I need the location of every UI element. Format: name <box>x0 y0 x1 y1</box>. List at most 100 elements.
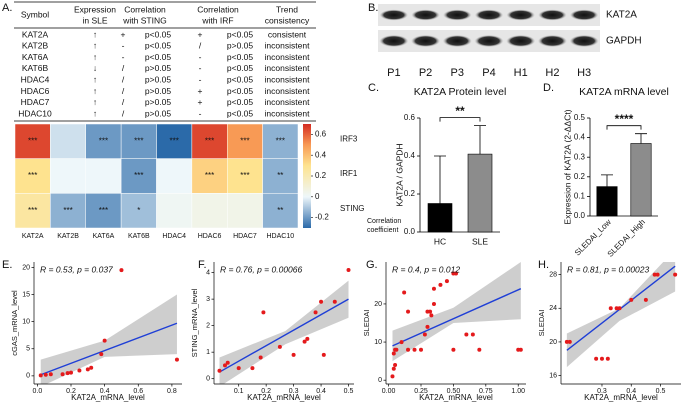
blot-band <box>410 35 441 47</box>
heatmap-cell <box>227 193 263 229</box>
cell-annotation: ** <box>277 171 283 180</box>
blot-band <box>506 9 535 21</box>
colorbar-tick-label: 0.4 <box>315 150 327 159</box>
x-tick-label: 0.5 <box>656 388 666 395</box>
heatmap-cell <box>120 158 157 194</box>
cell-annotation: *** <box>99 206 108 215</box>
point <box>608 306 613 311</box>
point <box>673 272 678 277</box>
y-tick-label: 0.4 <box>574 133 586 142</box>
x-tick-label: 0.2 <box>66 388 76 395</box>
table-cell: ↑ <box>93 86 97 96</box>
table-header: consistency <box>265 15 310 25</box>
column-label: KAT6B <box>128 233 150 240</box>
point <box>291 352 296 357</box>
point <box>393 362 398 367</box>
x-tick-label: 0.2 <box>261 388 271 395</box>
cell-annotation: *** <box>205 171 214 180</box>
point <box>89 365 94 370</box>
blot-band <box>569 35 599 47</box>
x-tick-label: 0.75 <box>479 388 493 395</box>
y-tick-label: 3 <box>206 296 210 303</box>
point <box>444 279 449 284</box>
panel-label: H. <box>538 259 549 271</box>
table-cell: p<0.05 <box>227 52 254 62</box>
fit-line <box>40 322 178 376</box>
table-cell: p<0.05 <box>227 86 254 96</box>
table-header: in SLE <box>82 15 107 25</box>
panel-label: B. <box>368 2 378 14</box>
heatmap-cell <box>14 193 51 229</box>
column-label: KAT2B <box>57 233 79 240</box>
heatmap-cell <box>120 123 157 159</box>
table-cell: / <box>199 41 202 51</box>
heatmap-cell <box>85 158 122 194</box>
table-cell: - <box>199 108 202 118</box>
table-cell: p<0.05 <box>227 108 254 118</box>
point <box>236 366 241 371</box>
annotation: R = 0.81, p = 0.00023 <box>567 264 650 274</box>
table-cell: KAT6B <box>22 63 49 73</box>
column-label: HDAC6 <box>198 233 222 240</box>
point <box>428 309 433 314</box>
panel-label: G. <box>366 259 378 271</box>
heatmap-cell <box>85 193 122 229</box>
table-cell: KAT2A <box>22 29 49 39</box>
y-tick-label: 2 <box>206 322 210 329</box>
bar <box>427 203 453 233</box>
table-cell: / <box>122 63 125 73</box>
heatmap-cell <box>50 158 86 194</box>
x-tick-label: 0.6 <box>133 388 143 395</box>
lane-label: P4 <box>482 67 495 79</box>
annotation: R = 0.53, p = 0.037 <box>40 264 113 274</box>
point <box>419 347 423 352</box>
significance-label: ** <box>455 104 465 118</box>
table-cell: HDAC7 <box>21 97 50 107</box>
y-tick-label: 0.3 <box>574 152 586 161</box>
y-axis-label: STING_mRNA_level <box>190 288 199 357</box>
y-axis-label: SLEDAI <box>362 310 371 337</box>
point <box>431 301 436 306</box>
table-cell: ↑ <box>93 108 97 118</box>
y-tick-label: 20 <box>549 339 557 346</box>
point <box>451 347 456 352</box>
table-cell: p<0.05 <box>227 97 254 107</box>
colorbar-tick-label: -0.2 <box>315 213 329 222</box>
heatmap-cell <box>14 123 51 159</box>
heatmap-cell <box>262 158 299 194</box>
heatmap-cell <box>50 123 86 159</box>
table-cell: / <box>122 108 125 118</box>
point <box>60 372 65 377</box>
lane-label: P3 <box>451 67 464 79</box>
cell-annotation: *** <box>240 136 249 145</box>
colorbar-tick-label: 0 <box>315 192 320 201</box>
table-cell: inconsistent <box>265 108 311 118</box>
blot-band <box>538 9 567 21</box>
table-cell: p>0.05 <box>227 41 254 51</box>
confidence-band <box>219 280 349 384</box>
x-tick-label: 0.00 <box>382 388 396 395</box>
table-cell: inconsistent <box>265 74 311 84</box>
error-bar <box>635 133 647 144</box>
point <box>390 374 395 379</box>
blot-band <box>506 35 536 47</box>
lane-label: P1 <box>387 67 400 79</box>
x-tick-label: 0.4 <box>626 388 636 395</box>
table-cell: p<0.05 <box>145 52 172 62</box>
x-tick-label: 0.4 <box>100 388 110 395</box>
table-cell: p>0.05 <box>145 86 172 96</box>
error-bar <box>474 125 486 155</box>
y-tick-label: 28 <box>549 271 557 278</box>
significance-bracket <box>606 125 642 130</box>
table-cell: inconsistent <box>265 41 311 51</box>
table-cell: - <box>122 52 125 62</box>
point <box>222 363 227 368</box>
table-cell: - <box>122 41 125 51</box>
point <box>119 268 124 273</box>
x-tick-label: 0.3 <box>289 388 299 395</box>
colorbar-tick-label: 0.6 <box>315 130 327 139</box>
point <box>391 351 396 356</box>
y-tick-label: 0.0 <box>574 211 586 220</box>
y-tick-label: 0.2 <box>404 189 416 198</box>
